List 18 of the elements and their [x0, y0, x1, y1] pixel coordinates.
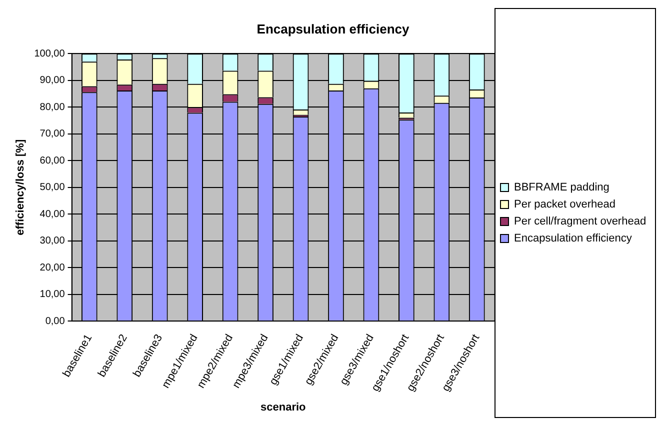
y-tick-label: 90,00 — [40, 75, 66, 86]
y-axis-title: efficiency/loss [%] — [14, 139, 27, 236]
y-tick-label: 50,00 — [40, 182, 66, 194]
legend-label: Encapsulation efficiency — [514, 232, 632, 245]
x-axis-title: scenario — [260, 401, 306, 414]
legend-label: BBFRAME padding — [514, 182, 610, 194]
y-tick-label: 70,00 — [40, 128, 66, 140]
legend-label: Per cell/fragment overhead — [514, 216, 646, 228]
y-tick-label: 40,00 — [40, 208, 66, 220]
y-tick-label: 10,00 — [40, 289, 66, 300]
chart-title: Encapsulation efficiency — [256, 21, 410, 36]
y-tick-label: 100,00 — [34, 48, 66, 60]
y-tick-label: 20,00 — [40, 262, 66, 274]
legend-label: Per packet overhead — [514, 198, 616, 211]
y-tick-label: 0,00 — [45, 316, 66, 327]
y-tick-label: 60,00 — [40, 155, 66, 166]
y-tick-label: 30,00 — [40, 236, 66, 247]
y-tick-label: 80,00 — [40, 102, 66, 113]
